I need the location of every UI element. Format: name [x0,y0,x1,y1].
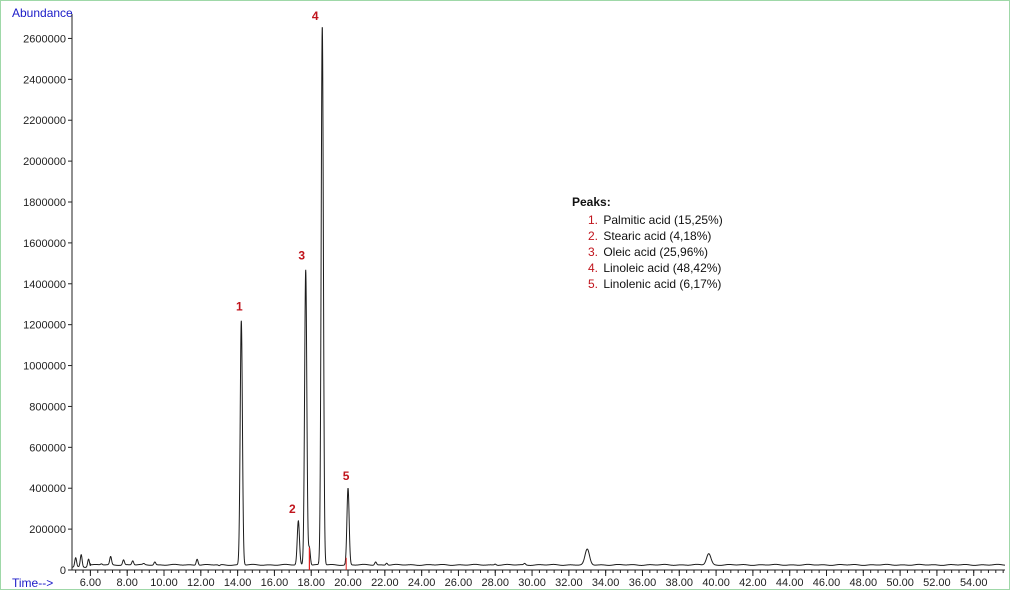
y-tick-label: 2000000 [23,156,66,168]
legend-item: 3. Oleic acid (25,96%) [572,244,723,260]
x-tick-label: 46.00 [813,577,841,589]
legend-number: 2. [587,229,598,243]
x-tick-label: 40.00 [702,577,730,589]
y-tick-label: 2200000 [23,115,66,127]
y-tick-label: 0 [60,565,66,577]
y-tick-label: 2600000 [23,33,66,45]
x-axis-title: Time--> [12,576,54,590]
x-tick-label: 14.00 [224,577,252,589]
chromatogram-trace [71,27,1006,568]
legend-item: 4. Linoleic acid (48,42%) [572,260,723,276]
y-tick-label: 200000 [29,524,66,536]
x-tick-label: 52.00 [923,577,951,589]
x-tick-label: 18.00 [297,577,325,589]
y-tick-label: 1200000 [23,320,66,332]
y-tick-label: 400000 [29,483,66,495]
legend-text: Linoleic acid (48,42%) [603,261,722,275]
x-tick-label: 12.00 [187,577,215,589]
peak-label-3: 3 [298,248,305,262]
legend-text: Oleic acid (25,96%) [603,245,709,259]
legend-number: 1. [587,213,598,227]
legend-text: Linolenic acid (6,17%) [603,277,722,291]
x-tick-label: 38.00 [666,577,694,589]
legend-number: 3. [587,245,598,259]
x-tick-label: 42.00 [739,577,767,589]
y-tick-label: 1800000 [23,197,66,209]
x-tick-label: 22.00 [371,577,399,589]
x-tick-label: 32.00 [555,577,583,589]
peak-label-5: 5 [343,469,350,483]
x-ticks: 6.00 8.00 10.00 12.00 14.00 16.00 18.00 20.00 22… [75,570,1004,589]
x-tick-label: 28.00 [481,577,509,589]
y-ticks: 0 200000 400000 600000 800000 1000000 1200000 1… [23,33,72,577]
y-tick-label: 600000 [29,442,66,454]
x-tick-label: 20.00 [334,577,362,589]
legend-item: 2. Stearic acid (4,18%) [572,228,723,244]
x-tick-label: 26.00 [445,577,473,589]
y-tick-label: 800000 [29,401,66,413]
legend: Peaks: 1. Palmitic acid (15,25%) 2. Stea… [572,195,723,292]
peak-label-1: 1 [236,300,243,314]
x-tick-label: 44.00 [776,577,804,589]
legend-title: Peaks: [572,195,611,209]
legend-text: Palmitic acid (15,25%) [603,213,723,227]
peak-label-2: 2 [289,502,296,516]
x-tick-label: 10.00 [150,577,178,589]
y-tick-label: 1600000 [23,238,66,250]
x-tick-label: 8.00 [116,577,137,589]
legend-number: 5. [587,277,598,291]
x-tick-label: 50.00 [886,577,914,589]
x-tick-label: 6.00 [80,577,101,589]
x-tick-label: 16.00 [261,577,289,589]
peak-labels: 1 2 3 4 5 [236,9,350,516]
legend-number: 4. [587,261,598,275]
x-tick-label: 30.00 [518,577,546,589]
x-tick-label: 34.00 [592,577,620,589]
legend-item: 1. Palmitic acid (15,25%) [572,212,723,228]
x-tick-label: 36.00 [629,577,657,589]
y-tick-label: 2400000 [23,74,66,86]
x-tick-label: 48.00 [850,577,878,589]
y-tick-label: 1400000 [23,279,66,291]
x-tick-label: 24.00 [408,577,436,589]
legend-item: 5. Linolenic acid (6,17%) [572,276,723,292]
x-tick-label: 54.00 [960,577,988,589]
peak-highlights [308,547,347,570]
y-axis-title: Abundance [12,6,73,20]
legend-text: Stearic acid (4,18%) [603,229,712,243]
peak-label-4: 4 [312,9,319,23]
y-tick-label: 1000000 [23,361,66,373]
axes [71,14,1005,571]
